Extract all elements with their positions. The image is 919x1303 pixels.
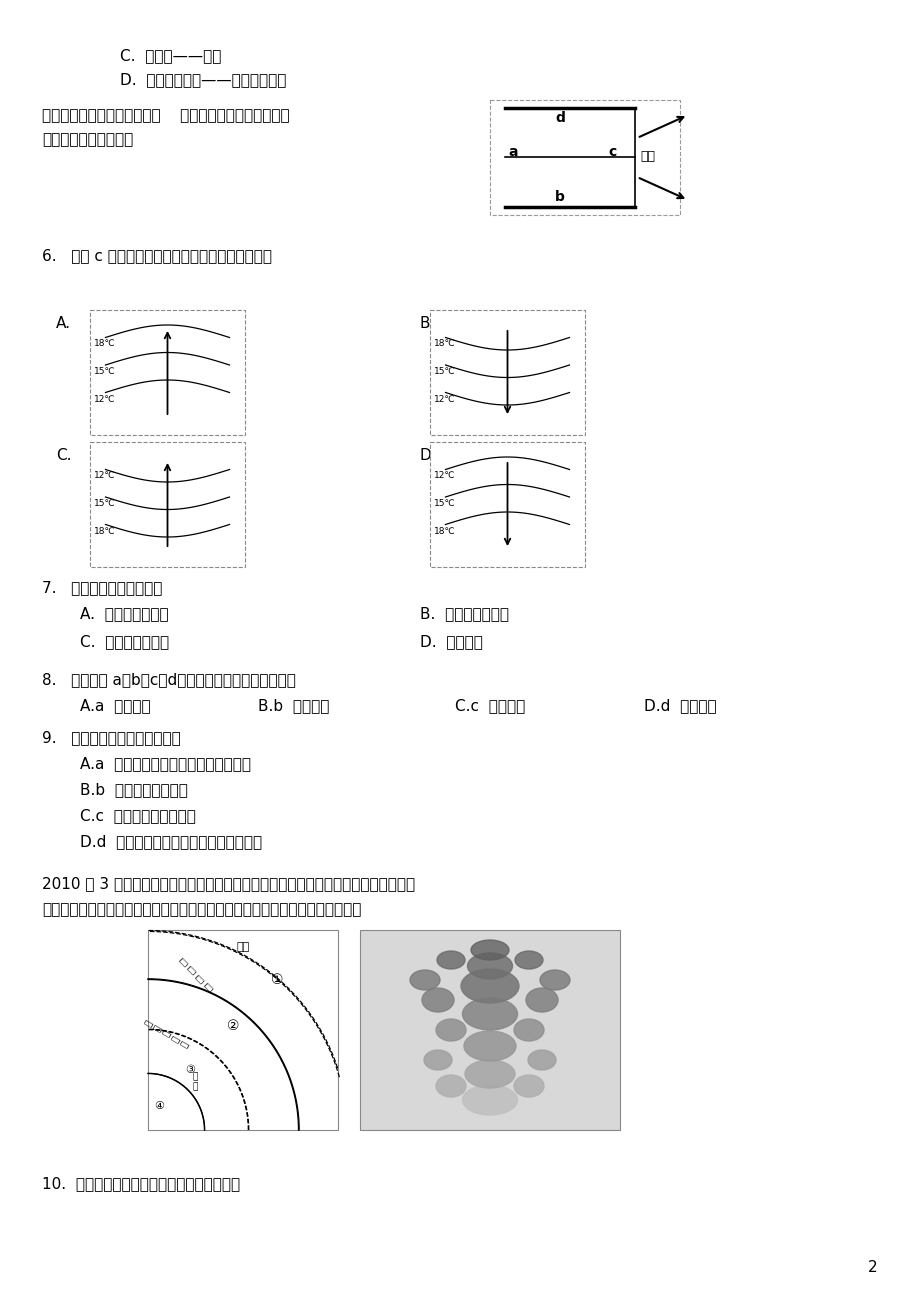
- Text: 18℃: 18℃: [434, 526, 455, 536]
- Ellipse shape: [464, 1061, 515, 1088]
- Ellipse shape: [467, 952, 512, 979]
- Text: C.  乳畜业——西欧: C. 乳畜业——西欧: [119, 48, 221, 63]
- Bar: [90, 442, 244, 567]
- Text: 18℃: 18℃: [94, 526, 116, 536]
- Text: 15℃: 15℃: [94, 367, 116, 377]
- Ellipse shape: [436, 1075, 466, 1097]
- Text: 7.   该洋流所在的海域位于: 7. 该洋流所在的海域位于: [42, 580, 162, 595]
- Text: B.  北半球中高纬度: B. 北半球中高纬度: [420, 606, 508, 622]
- Text: A.a  处为暖流: A.a 处为暖流: [80, 698, 151, 713]
- Text: 纬线: 纬线: [640, 151, 654, 163]
- Ellipse shape: [514, 1019, 543, 1041]
- Text: B.: B.: [420, 317, 435, 331]
- Ellipse shape: [422, 988, 453, 1012]
- Bar: [148, 930, 337, 1130]
- Text: A.  北半球中低纬度: A. 北半球中低纬度: [80, 606, 168, 622]
- Ellipse shape: [463, 1031, 516, 1061]
- Ellipse shape: [462, 1085, 516, 1115]
- Bar: [359, 930, 619, 1130]
- Text: A.a  洋流南部附近可能有著名渔场分布: A.a 洋流南部附近可能有著名渔场分布: [80, 756, 251, 771]
- Text: C.  南半球中低纬度: C. 南半球中低纬度: [80, 635, 169, 649]
- Text: ④: ④: [154, 1101, 165, 1111]
- Text: a: a: [507, 145, 517, 159]
- Text: 18℃: 18℃: [434, 340, 455, 348]
- Ellipse shape: [437, 951, 464, 969]
- Text: D.  商品谷物农业——东亚、东南亚: D. 商品谷物农业——东亚、东南亚: [119, 72, 286, 87]
- Text: B.b  处为寒流: B.b 处为寒流: [257, 698, 329, 713]
- Text: 12℃: 12℃: [434, 472, 455, 481]
- Text: 下图为某区域洋流环流简图，    箭头为相应风带的盛行风。: 下图为某区域洋流环流简图， 箭头为相应风带的盛行风。: [42, 108, 289, 122]
- Text: D.d  处为寒流: D.d 处为寒流: [643, 698, 716, 713]
- Text: ③: ③: [185, 1065, 195, 1075]
- Text: 12℃: 12℃: [94, 395, 116, 404]
- Text: 15℃: 15℃: [434, 367, 455, 377]
- Text: 地面: 地面: [236, 942, 249, 952]
- Text: D.d  洋流的形成与西风带有关，属于暖流: D.d 洋流的形成与西风带有关，属于暖流: [80, 834, 262, 850]
- Text: 2010 年 3 月以来，北大西洋极圈附近的冰岛发生大规模火山喷发，火山灰蔓延，欧洲: 2010 年 3 月以来，北大西洋极圈附近的冰岛发生大规模火山喷发，火山灰蔓延，…: [42, 876, 414, 891]
- Ellipse shape: [471, 939, 508, 960]
- Text: 6.   流经 c 处的洋流流向与下列四幅图所示一致的是: 6. 流经 c 处的洋流流向与下列四幅图所示一致的是: [42, 248, 272, 263]
- Text: D.: D.: [420, 448, 437, 463]
- Ellipse shape: [514, 1075, 543, 1097]
- Bar: [429, 442, 584, 567]
- Ellipse shape: [462, 998, 516, 1029]
- Ellipse shape: [424, 1050, 451, 1070]
- Text: D.  无法判断: D. 无法判断: [420, 635, 482, 649]
- Ellipse shape: [436, 1019, 466, 1041]
- Text: 8.   下列关于 a、b、c、d四处的洋流的说法，正确的是: 8. 下列关于 a、b、c、d四处的洋流的说法，正确的是: [42, 672, 296, 687]
- Text: 航空业蒙受重大损失。读火山喷发图和地球的内部圈层结构图，回答下列各题。: 航空业蒙受重大损失。读火山喷发图和地球的内部圈层结构图，回答下列各题。: [42, 902, 361, 917]
- Bar: [90, 310, 244, 435]
- Ellipse shape: [515, 951, 542, 969]
- Ellipse shape: [539, 969, 570, 990]
- Text: 10.  从火山口喷发出的炽热岩浆，一般来源于: 10. 从火山口喷发出的炽热岩浆，一般来源于: [42, 1177, 240, 1191]
- Text: B.b  洋流自西向东运动: B.b 洋流自西向东运动: [80, 782, 187, 797]
- Text: C.c  洋流对沿岸增温增湿: C.c 洋流对沿岸增温增湿: [80, 808, 196, 823]
- Ellipse shape: [526, 988, 558, 1012]
- Text: C.c  处为暖流: C.c 处为暖流: [455, 698, 525, 713]
- Text: 18℃: 18℃: [94, 340, 116, 348]
- Text: c: c: [608, 145, 617, 159]
- Bar: [490, 100, 679, 215]
- Text: C.: C.: [56, 448, 72, 463]
- Text: 12℃: 12℃: [434, 395, 455, 404]
- Text: 古
登
堡
界
面: 古 登 堡 界 面: [143, 1019, 190, 1049]
- Text: 读图，回答下列小题。: 读图，回答下列小题。: [42, 132, 133, 147]
- Text: A.: A.: [56, 317, 71, 331]
- Ellipse shape: [410, 969, 439, 990]
- Text: 9.   如果该海域位于太平洋，则: 9. 如果该海域位于太平洋，则: [42, 730, 180, 745]
- Text: ①: ①: [271, 973, 283, 986]
- Text: d: d: [554, 111, 564, 125]
- Text: 15℃: 15℃: [434, 499, 455, 508]
- Bar: [429, 310, 584, 435]
- Text: 莫
霍
界
面: 莫 霍 界 面: [177, 956, 213, 992]
- Text: b: b: [554, 190, 564, 205]
- Text: 15℃: 15℃: [94, 499, 116, 508]
- Ellipse shape: [460, 969, 518, 1003]
- Text: 2: 2: [868, 1260, 877, 1276]
- Text: ②: ②: [227, 1019, 240, 1033]
- Ellipse shape: [528, 1050, 555, 1070]
- Text: 界
面: 界 面: [193, 1072, 198, 1092]
- Text: 12℃: 12℃: [94, 472, 116, 481]
